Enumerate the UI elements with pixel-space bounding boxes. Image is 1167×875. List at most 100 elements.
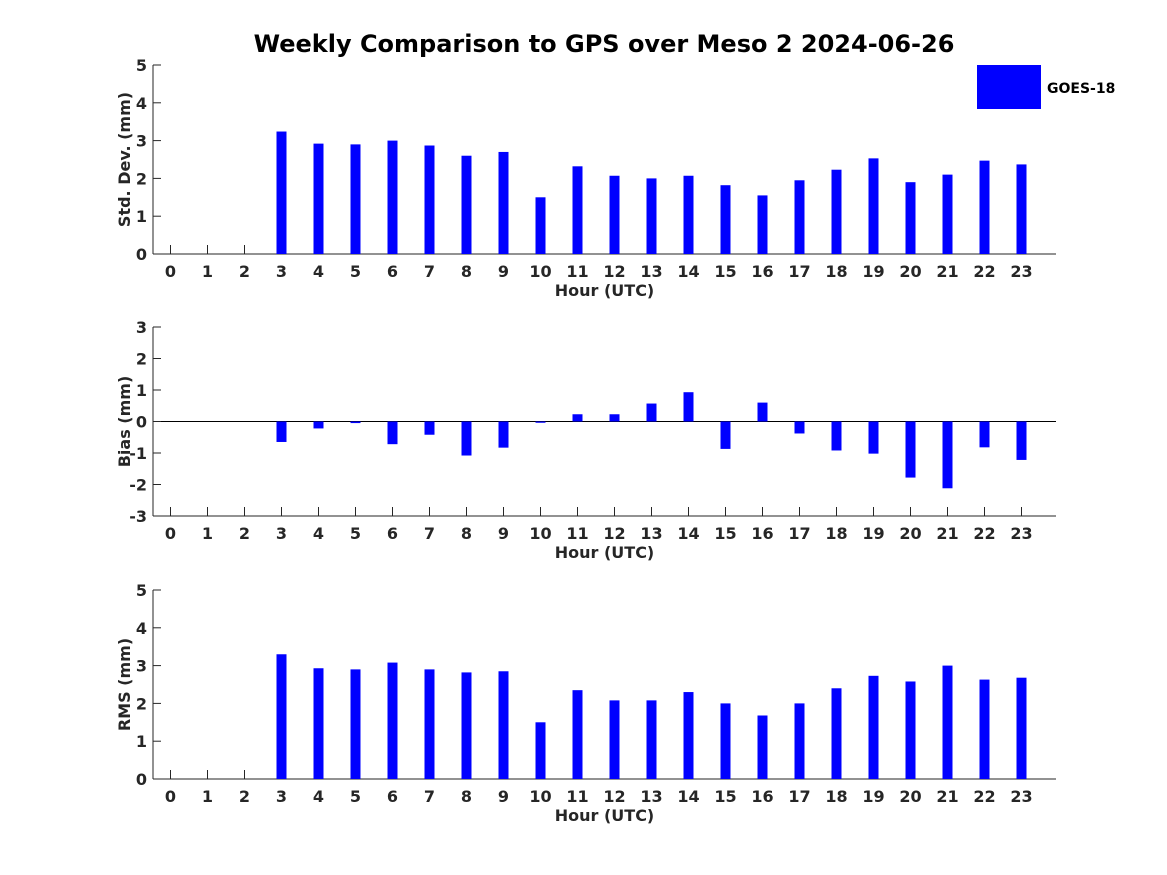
x-tick-label: 23	[1010, 787, 1032, 806]
bar-bias-hour-4	[313, 421, 324, 429]
y-tick-label: 0	[136, 245, 147, 264]
bar-std-dev-hour-5	[350, 144, 361, 254]
bar-std-dev-hour-3	[276, 131, 287, 254]
x-tick-label: 7	[424, 262, 435, 281]
x-tick-label: 10	[529, 262, 551, 281]
bar-std-dev-hour-23	[1016, 164, 1027, 254]
x-tick-label: 9	[498, 262, 509, 281]
x-tick-label: 2	[239, 787, 250, 806]
bar-bias-hour-23	[1016, 421, 1027, 460]
x-tick-label: 13	[640, 262, 662, 281]
bar-rms-hour-3	[276, 654, 287, 779]
x-tick-label: 23	[1010, 524, 1032, 543]
bar-bias-hour-17	[794, 421, 805, 434]
bar-rms-hour-17	[794, 703, 805, 779]
bar-rms-hour-7	[424, 669, 435, 779]
x-tick-label: 15	[714, 262, 736, 281]
x-tick-label: 10	[529, 524, 551, 543]
x-tick-label: 20	[899, 524, 921, 543]
x-tick-label: 4	[313, 524, 324, 543]
y-tick-label: 4	[136, 94, 147, 113]
x-tick-label: 0	[165, 262, 176, 281]
legend-label-goes-18: GOES-18	[1047, 81, 1115, 97]
bar-rms-hour-20	[905, 681, 916, 779]
x-tick-label: 11	[566, 262, 588, 281]
bar-bias-hour-15	[720, 421, 731, 449]
x-tick-label: 4	[313, 262, 324, 281]
bar-bias-hour-5	[350, 421, 361, 424]
bar-bias-hour-3	[276, 421, 287, 442]
y-tick-label: 5	[136, 56, 147, 75]
x-tick-label: 6	[387, 524, 398, 543]
bar-rms-hour-18	[831, 688, 842, 779]
bar-rms-hour-4	[313, 668, 324, 779]
y-tick-label: 4	[136, 619, 147, 638]
bar-bias-hour-20	[905, 421, 916, 478]
x-tick-label: 22	[973, 524, 995, 543]
bar-rms-hour-5	[350, 669, 361, 779]
x-tick-label: 10	[529, 787, 551, 806]
bar-std-dev-hour-12	[609, 175, 620, 254]
x-tick-label: 5	[350, 787, 361, 806]
chart-title: Weekly Comparison to GPS over Meso 2 202…	[254, 30, 955, 58]
x-tick-label: 6	[387, 787, 398, 806]
bar-rms-hour-11	[572, 690, 583, 779]
x-tick-label: 1	[202, 787, 213, 806]
y-axis-label: Bias (mm)	[115, 376, 134, 468]
x-tick-label: 21	[936, 524, 958, 543]
bar-rms-hour-12	[609, 700, 620, 779]
bar-std-dev-hour-19	[868, 158, 879, 254]
bar-bias-hour-14	[683, 392, 694, 422]
y-tick-label: 1	[136, 207, 147, 226]
x-tick-label: 19	[862, 262, 884, 281]
x-tick-label: 7	[424, 524, 435, 543]
x-tick-label: 15	[714, 524, 736, 543]
x-tick-label: 17	[788, 524, 810, 543]
y-tick-label: 2	[136, 169, 147, 188]
y-tick-label: 0	[136, 770, 147, 789]
bar-bias-hour-9	[498, 421, 509, 448]
x-tick-label: 16	[751, 262, 773, 281]
y-tick-label: -2	[129, 476, 147, 495]
x-tick-label: 18	[825, 787, 847, 806]
x-tick-label: 9	[498, 524, 509, 543]
x-tick-label: 16	[751, 787, 773, 806]
bar-bias-hour-8	[461, 421, 472, 456]
x-axis-label: Hour (UTC)	[555, 281, 655, 300]
x-tick-label: 13	[640, 524, 662, 543]
y-axis-label: Std. Dev. (mm)	[115, 92, 134, 227]
bar-bias-hour-16	[757, 402, 768, 422]
x-tick-label: 6	[387, 262, 398, 281]
bar-std-dev-hour-8	[461, 155, 472, 254]
bar-rms-hour-13	[646, 700, 657, 779]
bar-rms-hour-10	[535, 722, 546, 779]
bar-std-dev-hour-6	[387, 140, 398, 254]
bar-bias-hour-19	[868, 421, 879, 454]
bar-rms-hour-22	[979, 679, 990, 779]
x-tick-label: 18	[825, 262, 847, 281]
x-tick-label: 8	[461, 524, 472, 543]
bar-std-dev-hour-18	[831, 169, 842, 254]
bar-bias-hour-22	[979, 421, 990, 448]
bar-rms-hour-14	[683, 692, 694, 779]
y-tick-label: 0	[136, 413, 147, 432]
x-tick-label: 3	[276, 262, 287, 281]
x-tick-label: 18	[825, 524, 847, 543]
y-tick-label: 2	[136, 694, 147, 713]
bar-rms-hour-15	[720, 703, 731, 779]
x-tick-label: 3	[276, 787, 287, 806]
bar-rms-hour-6	[387, 662, 398, 779]
bar-bias-hour-7	[424, 421, 435, 435]
x-tick-label: 15	[714, 787, 736, 806]
y-tick-label: -3	[129, 507, 147, 526]
bar-bias-hour-13	[646, 403, 657, 422]
bar-rms-hour-21	[942, 665, 953, 779]
x-tick-label: 19	[862, 524, 884, 543]
bar-std-dev-hour-22	[979, 160, 990, 254]
bar-bias-hour-10	[535, 421, 546, 423]
bar-std-dev-hour-17	[794, 180, 805, 254]
bar-std-dev-hour-21	[942, 174, 953, 254]
legend: GOES-18	[977, 65, 1115, 109]
